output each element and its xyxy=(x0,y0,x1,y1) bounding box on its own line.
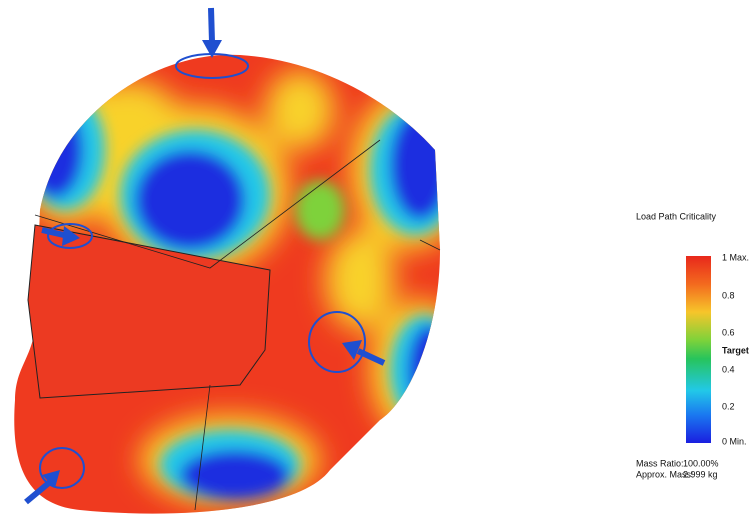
legend-label: 0.8 xyxy=(722,290,735,300)
legend: Load Path Criticality 1 Max. 0.8 0.6 Tar… xyxy=(636,211,749,446)
legend-label: 0.6 xyxy=(722,327,735,337)
legend-label: Target xyxy=(722,345,749,355)
stat-value: 100.00% xyxy=(683,458,719,468)
legend-label: 0.4 xyxy=(722,364,735,374)
legend-label: 1 Max. xyxy=(722,252,749,262)
stat-value: 2.999 kg xyxy=(683,469,718,479)
legend-label: 0 Min. xyxy=(722,436,747,446)
stat-label: Mass Ratio: xyxy=(636,458,684,468)
viewport: Load Path Criticality 1 Max. 0.8 0.6 Tar… xyxy=(0,0,751,527)
legend-label: 0.2 xyxy=(722,401,735,411)
color-scale xyxy=(686,256,711,443)
stats: Mass Ratio: 100.00% Approx. Mass: 2.999 … xyxy=(636,458,719,479)
helmet-model xyxy=(14,55,470,514)
legend-title: Load Path Criticality xyxy=(636,211,717,221)
